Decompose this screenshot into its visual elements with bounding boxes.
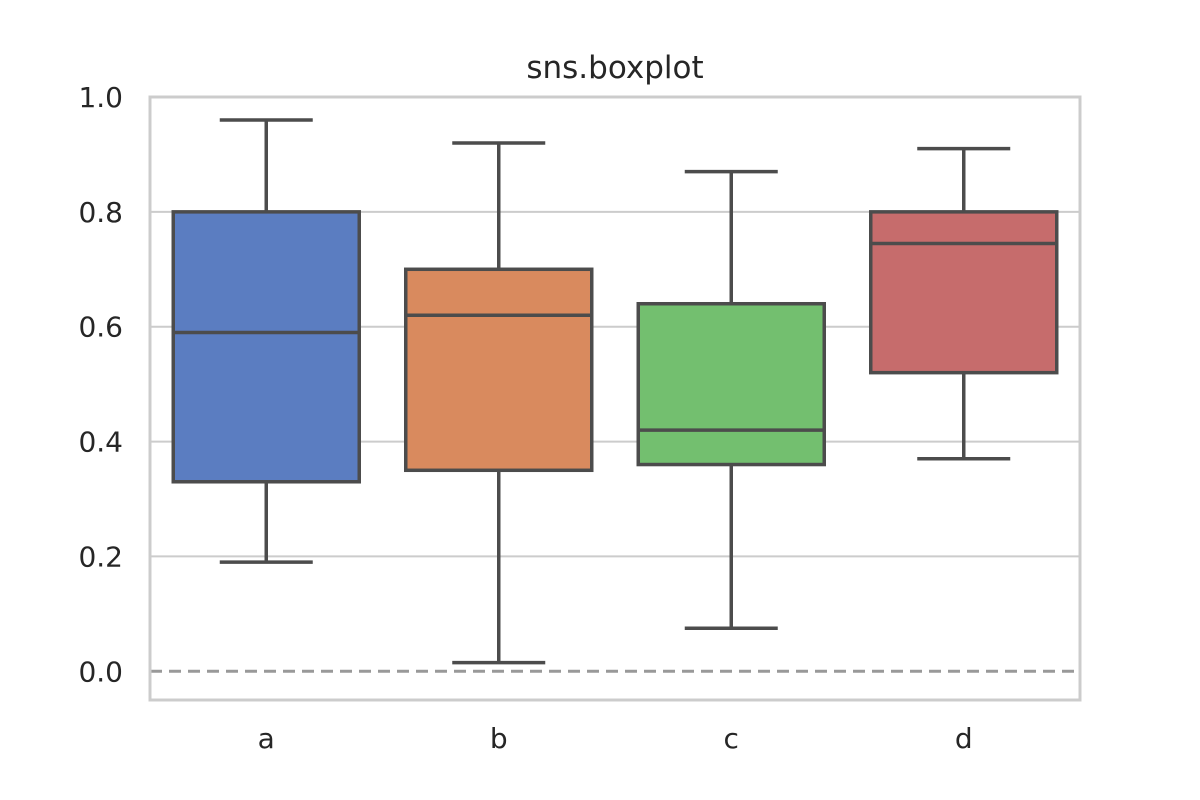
- iqr-box: [636, 301, 826, 467]
- y-tick-label: 0.8: [78, 196, 123, 229]
- x-tick-labels: a b c d: [258, 722, 973, 755]
- x-tick-label: b: [490, 722, 508, 755]
- y-tick-label: 0.4: [78, 426, 123, 459]
- iqr-box: [404, 267, 594, 473]
- y-tick-label: 0.0: [78, 655, 123, 688]
- iqr-box: [171, 210, 361, 484]
- y-tick-label: 0.2: [78, 540, 123, 573]
- box-a: [171, 118, 361, 564]
- box-b: [404, 141, 594, 665]
- x-tick-label: d: [955, 722, 973, 755]
- y-tick-labels: 0.0 0.2 0.4 0.6 0.8 1.0: [78, 81, 123, 688]
- box-layer: [171, 118, 1059, 665]
- plot-frame: [148, 95, 1082, 702]
- x-tick-label: c: [724, 722, 739, 755]
- iqr-box: [869, 210, 1059, 375]
- y-tick-label: 1.0: [78, 81, 123, 114]
- x-tick-label: a: [258, 722, 275, 755]
- box-c: [636, 169, 826, 630]
- box-d: [869, 146, 1059, 461]
- chart-title: sns.boxplot: [526, 50, 703, 86]
- y-tick-label: 0.6: [78, 311, 123, 344]
